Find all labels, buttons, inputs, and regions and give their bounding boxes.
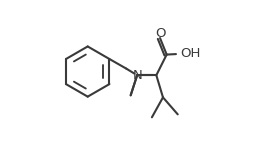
Text: OH: OH xyxy=(181,47,201,60)
Text: N: N xyxy=(132,69,142,82)
Text: O: O xyxy=(155,27,165,40)
